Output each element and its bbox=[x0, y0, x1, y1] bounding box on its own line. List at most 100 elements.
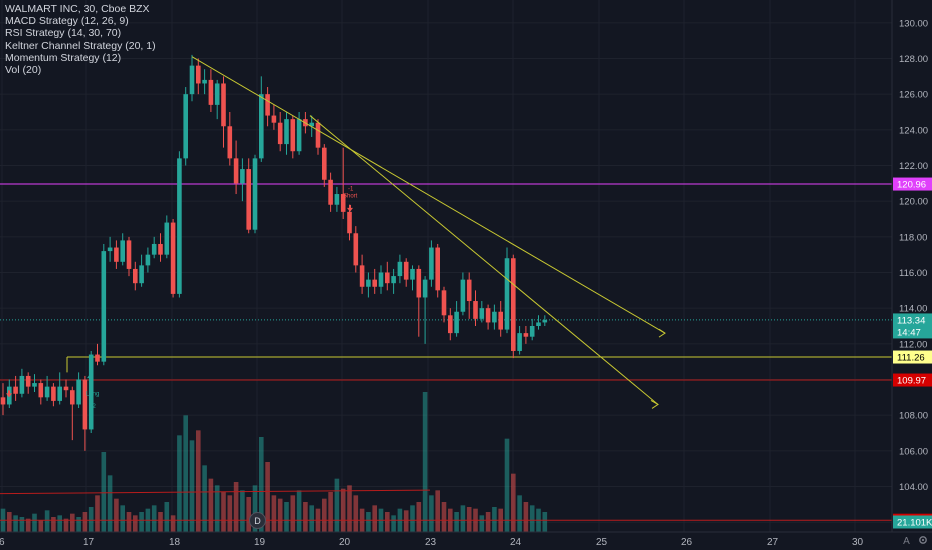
time-tick-label: 20 bbox=[339, 537, 351, 548]
dividend-marker[interactable]: D bbox=[249, 512, 266, 529]
corner-controls: A bbox=[899, 532, 932, 550]
auto-scale-button[interactable]: A bbox=[903, 535, 910, 547]
candle-body bbox=[479, 308, 485, 319]
candle-body bbox=[523, 333, 529, 337]
candle-body bbox=[322, 147, 327, 180]
trendline-upper bbox=[191, 56, 666, 334]
time-tick-label: 27 bbox=[767, 537, 779, 548]
candle-body bbox=[492, 311, 497, 323]
legend-indicator-volume[interactable]: Vol (20) bbox=[5, 64, 42, 77]
price-badge-bg bbox=[893, 373, 932, 387]
price-badge-bg bbox=[893, 350, 932, 364]
price-tick-label: 128.00 bbox=[899, 54, 928, 65]
candle-body bbox=[208, 79, 214, 105]
price-badge-label: 14:47 bbox=[897, 327, 921, 338]
candle-body bbox=[353, 233, 359, 266]
candle-body bbox=[347, 211, 352, 234]
candle-body bbox=[170, 222, 176, 294]
price-badge-bg bbox=[893, 515, 932, 529]
price-tick-label: 122.00 bbox=[899, 161, 928, 172]
volume-bar bbox=[265, 462, 270, 532]
legend-indicator-keltner[interactable]: Keltner Channel Strategy (20, 1) bbox=[5, 39, 156, 52]
candle-body bbox=[441, 290, 447, 316]
candle-body bbox=[391, 276, 396, 284]
candle-body bbox=[145, 254, 151, 266]
volume-bar bbox=[328, 492, 333, 532]
volume-bar bbox=[259, 437, 264, 532]
volume-bar bbox=[139, 512, 144, 532]
candle-body bbox=[296, 119, 302, 152]
candle-body bbox=[221, 83, 226, 127]
volume-bar bbox=[485, 512, 491, 532]
volume-bar bbox=[504, 438, 510, 532]
candle-body bbox=[19, 375, 25, 394]
volume-bar bbox=[44, 510, 50, 532]
volume-bar bbox=[252, 485, 258, 532]
candle-body bbox=[164, 222, 170, 255]
candle-body bbox=[76, 379, 81, 405]
candle-body bbox=[158, 243, 163, 255]
candle-body bbox=[340, 194, 346, 212]
price-tick-label: 130.00 bbox=[899, 18, 928, 29]
volume-bar bbox=[25, 518, 31, 532]
volume-bar bbox=[95, 495, 100, 532]
price-badge-label: 113.34 bbox=[897, 315, 925, 326]
volume-bar bbox=[303, 502, 308, 532]
price-tick-label: 118.00 bbox=[899, 232, 927, 243]
candle-body bbox=[13, 386, 18, 394]
price-tick-label: 116.00 bbox=[899, 268, 927, 279]
price-badge: 14:47 bbox=[893, 325, 932, 339]
candle-body bbox=[95, 354, 100, 362]
candle-body bbox=[227, 126, 233, 159]
time-tick-label: 17 bbox=[83, 537, 95, 548]
candle-body bbox=[183, 94, 188, 159]
volume-bar bbox=[70, 513, 75, 532]
volume-bar bbox=[214, 485, 220, 532]
candle-body bbox=[466, 279, 472, 302]
time-tick-label: 23 bbox=[425, 537, 437, 548]
candle-body bbox=[485, 308, 491, 323]
candle-body bbox=[233, 158, 239, 184]
volume-bar bbox=[51, 517, 56, 532]
volume-bar bbox=[466, 507, 472, 532]
price-badge: 111.26 bbox=[893, 350, 932, 364]
volume-bar bbox=[189, 440, 195, 532]
candle-body bbox=[454, 311, 459, 334]
candle-body bbox=[139, 265, 144, 284]
candle-body bbox=[334, 194, 340, 205]
volume-bar bbox=[492, 507, 497, 532]
candle-body bbox=[88, 354, 94, 430]
candle-body bbox=[196, 65, 201, 84]
candle-body bbox=[504, 258, 510, 330]
gear-icon[interactable] bbox=[918, 535, 928, 548]
candle-body bbox=[44, 386, 50, 398]
price-badge-bg bbox=[893, 313, 932, 327]
legend-indicator-macd[interactable]: MACD Strategy (12, 26, 9) bbox=[5, 15, 129, 28]
candle-body bbox=[277, 122, 283, 145]
volume-bar bbox=[271, 495, 277, 532]
legend-indicator-momentum[interactable]: Momentum Strategy (12) bbox=[5, 51, 122, 64]
level-line-red-mid bbox=[0, 489, 431, 495]
volume-bar bbox=[233, 482, 239, 532]
volume-bar bbox=[183, 415, 188, 532]
short-signal-label: Short bbox=[343, 194, 358, 200]
legend-symbol[interactable]: WALMART INC, 30, Cboe BZX bbox=[5, 3, 150, 15]
candle-body bbox=[189, 65, 195, 95]
candle-body bbox=[259, 94, 264, 159]
time-tick-label: 25 bbox=[596, 537, 608, 548]
trendline-lower bbox=[309, 115, 659, 405]
long-signal-label: Long bbox=[86, 392, 99, 398]
legend-indicator-rsi[interactable]: RSI Strategy (14, 30, 70) bbox=[5, 27, 122, 40]
candle-body bbox=[328, 179, 333, 205]
volume-bar bbox=[13, 515, 18, 532]
time-tick-label: 18 bbox=[169, 537, 181, 548]
candle-body bbox=[202, 79, 207, 84]
price-badge-label: 111.26 bbox=[897, 353, 925, 364]
price-badge-bg bbox=[893, 325, 932, 339]
candle-body bbox=[101, 251, 107, 362]
volume-bar bbox=[479, 515, 485, 532]
candle-body bbox=[214, 83, 220, 105]
candle-body bbox=[378, 272, 384, 287]
